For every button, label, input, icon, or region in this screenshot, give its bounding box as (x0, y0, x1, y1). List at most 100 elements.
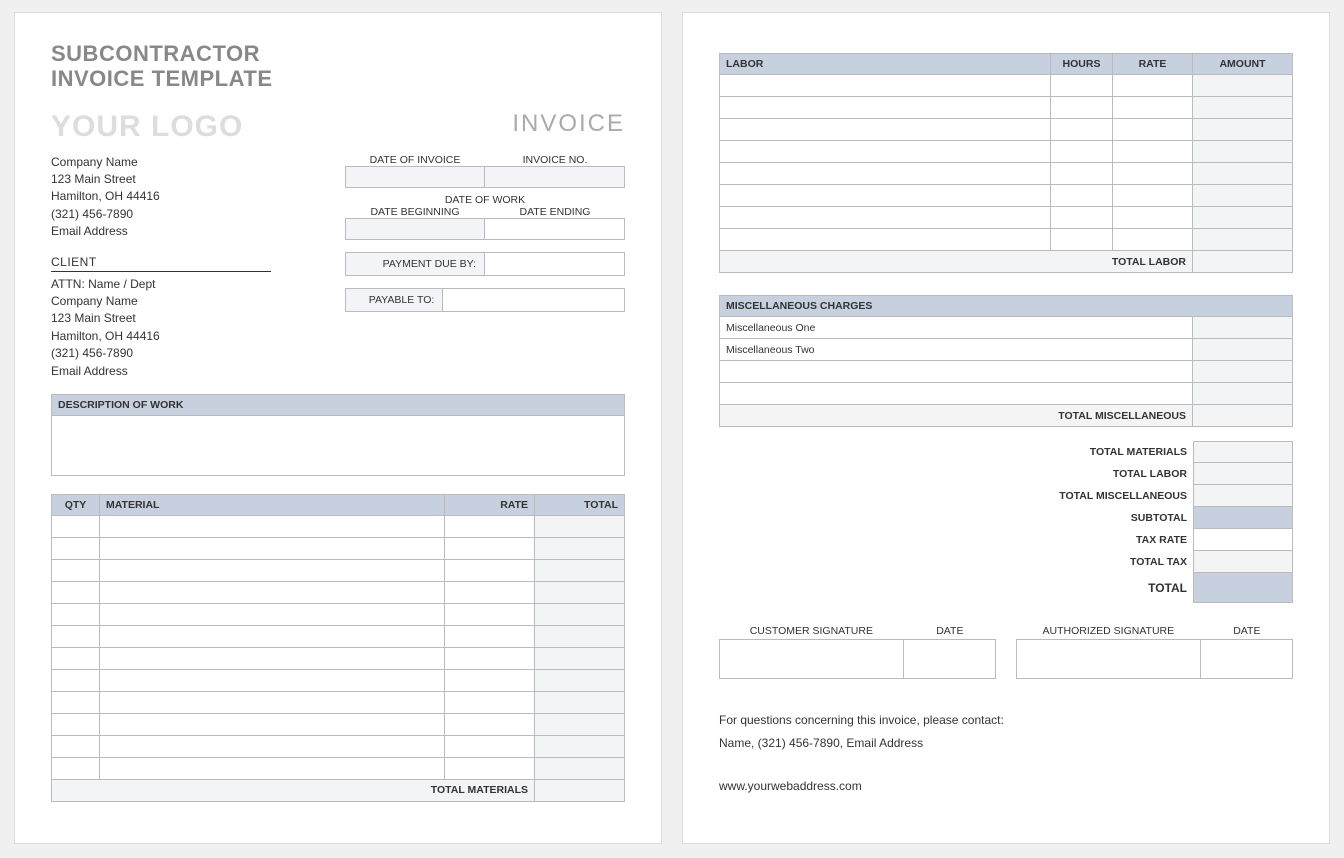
table-cell[interactable] (100, 581, 445, 603)
table-cell[interactable] (1193, 163, 1293, 185)
table-cell[interactable] (52, 625, 100, 647)
table-cell[interactable] (1113, 119, 1193, 141)
table-cell[interactable] (52, 735, 100, 757)
invoice-no-input[interactable] (485, 166, 625, 188)
table-cell[interactable] (1113, 229, 1193, 251)
table-cell[interactable] (52, 691, 100, 713)
table-cell[interactable] (720, 75, 1051, 97)
table-cell[interactable] (1193, 207, 1293, 229)
misc-desc-cell[interactable]: Miscellaneous One (720, 317, 1193, 339)
table-cell[interactable] (52, 669, 100, 691)
table-cell[interactable] (445, 537, 535, 559)
table-cell[interactable] (1113, 75, 1193, 97)
table-cell[interactable] (100, 735, 445, 757)
table-cell[interactable] (720, 141, 1051, 163)
table-cell[interactable] (535, 669, 625, 691)
table-cell[interactable] (1051, 185, 1113, 207)
payable-to-input[interactable] (443, 289, 624, 311)
table-cell[interactable] (445, 713, 535, 735)
table-cell[interactable] (100, 691, 445, 713)
table-cell[interactable] (1113, 185, 1193, 207)
table-cell[interactable] (720, 185, 1051, 207)
misc-amount-cell[interactable] (1193, 383, 1293, 405)
table-cell[interactable] (1051, 141, 1113, 163)
table-cell[interactable] (1051, 207, 1113, 229)
table-cell[interactable] (535, 735, 625, 757)
table-cell[interactable] (535, 625, 625, 647)
table-cell[interactable] (535, 757, 625, 779)
table-cell[interactable] (445, 603, 535, 625)
table-cell[interactable] (445, 647, 535, 669)
table-cell[interactable] (1193, 141, 1293, 163)
table-cell[interactable] (52, 647, 100, 669)
table-cell[interactable] (445, 515, 535, 537)
table-cell[interactable] (535, 691, 625, 713)
table-cell[interactable] (100, 647, 445, 669)
table-cell[interactable] (52, 713, 100, 735)
table-cell[interactable] (445, 757, 535, 779)
table-cell[interactable] (100, 559, 445, 581)
table-cell[interactable] (445, 559, 535, 581)
table-cell[interactable] (52, 537, 100, 559)
payment-due-input[interactable] (485, 253, 624, 275)
table-cell[interactable] (720, 119, 1051, 141)
table-cell[interactable] (100, 603, 445, 625)
date-of-invoice-input[interactable] (345, 166, 485, 188)
table-cell[interactable] (445, 625, 535, 647)
description-input[interactable] (51, 416, 625, 476)
table-cell[interactable] (535, 647, 625, 669)
misc-amount-cell[interactable] (1193, 361, 1293, 383)
table-cell[interactable] (535, 713, 625, 735)
table-cell[interactable] (1051, 119, 1113, 141)
authorized-sig-input[interactable] (1016, 639, 1201, 679)
table-cell[interactable] (720, 207, 1051, 229)
misc-desc-cell[interactable]: Miscellaneous Two (720, 339, 1193, 361)
table-cell[interactable] (1113, 97, 1193, 119)
table-cell[interactable] (1193, 185, 1293, 207)
table-cell[interactable] (535, 537, 625, 559)
customer-sig-input[interactable] (719, 639, 904, 679)
table-cell[interactable] (100, 757, 445, 779)
table-cell[interactable] (1051, 75, 1113, 97)
table-cell[interactable] (1113, 207, 1193, 229)
misc-desc-cell[interactable] (720, 383, 1193, 405)
table-cell[interactable] (1193, 75, 1293, 97)
table-cell[interactable] (535, 603, 625, 625)
table-cell[interactable] (100, 515, 445, 537)
table-cell[interactable] (1051, 163, 1113, 185)
misc-amount-cell[interactable] (1193, 317, 1293, 339)
table-cell[interactable] (52, 581, 100, 603)
table-cell[interactable] (100, 537, 445, 559)
table-cell[interactable] (720, 163, 1051, 185)
table-cell[interactable] (100, 669, 445, 691)
misc-amount-cell[interactable] (1193, 339, 1293, 361)
table-cell[interactable] (535, 581, 625, 603)
date-beginning-input[interactable] (345, 218, 485, 240)
table-cell[interactable] (1193, 97, 1293, 119)
table-cell[interactable] (1113, 163, 1193, 185)
table-cell[interactable] (445, 691, 535, 713)
table-cell[interactable] (1051, 229, 1113, 251)
table-cell[interactable] (1193, 229, 1293, 251)
table-cell[interactable] (1051, 97, 1113, 119)
table-cell[interactable] (1113, 141, 1193, 163)
authorized-date-input[interactable] (1201, 639, 1293, 679)
table-cell[interactable] (535, 559, 625, 581)
table-cell[interactable] (445, 581, 535, 603)
sum-taxrate-box[interactable] (1193, 529, 1293, 551)
table-cell[interactable] (52, 757, 100, 779)
table-cell[interactable] (52, 515, 100, 537)
table-cell[interactable] (445, 669, 535, 691)
table-cell[interactable] (100, 625, 445, 647)
misc-desc-cell[interactable] (720, 361, 1193, 383)
table-cell[interactable] (535, 515, 625, 537)
table-cell[interactable] (720, 97, 1051, 119)
table-cell[interactable] (1193, 119, 1293, 141)
customer-date-input[interactable] (904, 639, 996, 679)
table-cell[interactable] (52, 603, 100, 625)
table-cell[interactable] (52, 559, 100, 581)
table-cell[interactable] (100, 713, 445, 735)
table-cell[interactable] (720, 229, 1051, 251)
date-ending-input[interactable] (485, 218, 625, 240)
table-cell[interactable] (445, 735, 535, 757)
